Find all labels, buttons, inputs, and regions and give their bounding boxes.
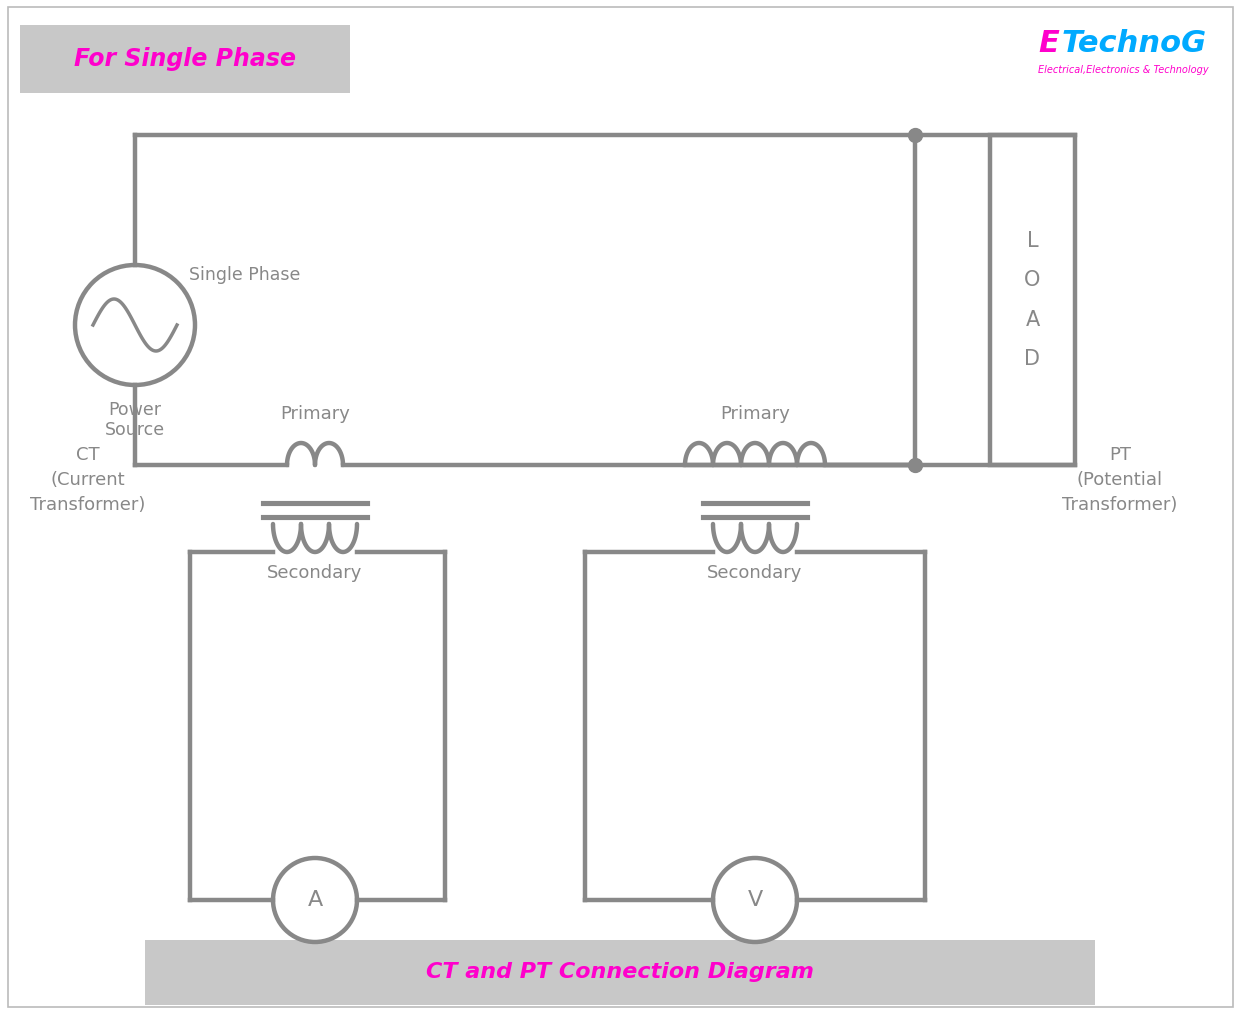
Text: V: V xyxy=(747,890,763,910)
Text: Primary: Primary xyxy=(720,405,791,423)
Bar xyxy=(990,135,1075,465)
Text: TechnoG: TechnoG xyxy=(1062,28,1207,58)
Text: CT and PT Connection Diagram: CT and PT Connection Diagram xyxy=(426,962,814,982)
FancyBboxPatch shape xyxy=(145,940,1095,1005)
Text: Primary: Primary xyxy=(280,405,350,423)
Text: L
O
A
D: L O A D xyxy=(1024,231,1041,368)
Text: Power
Source: Power Source xyxy=(105,401,165,439)
Text: A: A xyxy=(308,890,323,910)
Circle shape xyxy=(273,858,357,942)
Text: Secondary: Secondary xyxy=(267,564,362,582)
FancyBboxPatch shape xyxy=(20,25,350,93)
Circle shape xyxy=(714,858,797,942)
Text: E: E xyxy=(1037,28,1059,58)
Text: PT
(Potential
Transformer): PT (Potential Transformer) xyxy=(1062,446,1178,514)
Text: Secondary: Secondary xyxy=(707,564,803,582)
Text: Electrical,Electronics & Technology: Electrical,Electronics & Technology xyxy=(1037,65,1209,75)
Text: For Single Phase: For Single Phase xyxy=(74,47,297,71)
Text: Single Phase: Single Phase xyxy=(190,266,300,284)
Text: CT
(Current
Transformer): CT (Current Transformer) xyxy=(30,446,145,514)
